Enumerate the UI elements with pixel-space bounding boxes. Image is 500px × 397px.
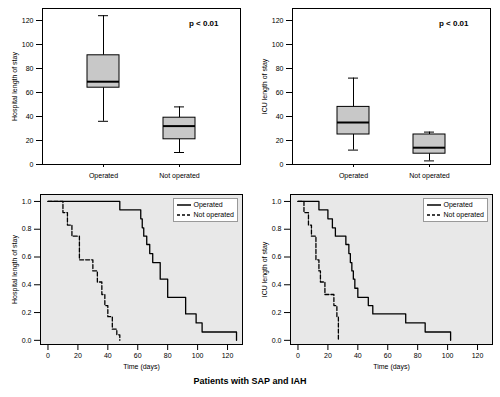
svg-text:0.4: 0.4 <box>22 281 32 288</box>
svg-text:80: 80 <box>164 352 172 359</box>
svg-text:1.0: 1.0 <box>272 198 282 205</box>
svg-text:80: 80 <box>276 65 284 72</box>
svg-text:100: 100 <box>22 41 34 48</box>
svg-text:20: 20 <box>276 137 284 144</box>
svg-text:0.8: 0.8 <box>22 225 32 232</box>
svg-text:80: 80 <box>414 352 422 359</box>
svg-text:0.6: 0.6 <box>22 253 32 260</box>
html-text:Operated: Operated <box>193 201 223 208</box>
svg-text:120: 120 <box>472 352 484 359</box>
svg-text:40: 40 <box>354 352 362 359</box>
svg-text:120: 120 <box>22 17 34 24</box>
svg-text:p < 0.01: p < 0.01 <box>439 19 469 28</box>
svg-text:60: 60 <box>134 352 142 359</box>
svg-text:0.2: 0.2 <box>272 309 282 316</box>
svg-text:60: 60 <box>384 352 392 359</box>
svg-text:120: 120 <box>222 352 234 359</box>
svg-text:ICU length of stay: ICU length of stay <box>261 58 269 114</box>
svg-text:40: 40 <box>104 352 112 359</box>
svg-text:0: 0 <box>46 352 50 359</box>
svg-text:0.6: 0.6 <box>272 253 282 260</box>
svg-text:0.0: 0.0 <box>22 337 32 344</box>
svg-text:0: 0 <box>296 352 300 359</box>
svg-text:0.4: 0.4 <box>272 281 282 288</box>
svg-text:Hospital length of stay: Hospital length of stay <box>11 235 19 304</box>
svg-text:0.2: 0.2 <box>22 309 32 316</box>
html-text:Not operated: Not operated <box>443 211 484 218</box>
html-text:Not operated: Not operated <box>193 211 234 218</box>
svg-text:0.8: 0.8 <box>272 225 282 232</box>
svg-text:100: 100 <box>192 352 204 359</box>
svg-text:60: 60 <box>276 89 284 96</box>
html-text:Patients with SAP and IAH: Patients with SAP and IAH <box>193 376 307 386</box>
svg-text:Operated: Operated <box>339 172 368 180</box>
svg-text:Hospital length of stay: Hospital length of stay <box>11 52 19 121</box>
svg-text:0: 0 <box>280 161 284 168</box>
svg-text:20: 20 <box>74 352 82 359</box>
svg-text:120: 120 <box>272 17 284 24</box>
svg-text:Operated: Operated <box>89 172 118 180</box>
svg-text:Time (days): Time (days) <box>373 363 410 371</box>
svg-text:0: 0 <box>30 161 34 168</box>
svg-text:ICU length of stay: ICU length of stay <box>261 241 269 297</box>
svg-text:20: 20 <box>324 352 332 359</box>
svg-text:p < 0.01: p < 0.01 <box>189 19 219 28</box>
svg-text:Not operated: Not operated <box>159 172 200 180</box>
svg-text:60: 60 <box>26 89 34 96</box>
html-text:Operated: Operated <box>443 201 473 208</box>
svg-text:20: 20 <box>26 137 34 144</box>
svg-text:1.0: 1.0 <box>22 198 32 205</box>
svg-text:Time (days): Time (days) <box>123 363 160 371</box>
svg-text:100: 100 <box>272 41 284 48</box>
svg-text:0.0: 0.0 <box>272 337 282 344</box>
svg-text:Not operated: Not operated <box>409 172 450 180</box>
svg-text:40: 40 <box>26 113 34 120</box>
svg-text:40: 40 <box>276 113 284 120</box>
svg-text:80: 80 <box>26 65 34 72</box>
svg-text:100: 100 <box>442 352 454 359</box>
